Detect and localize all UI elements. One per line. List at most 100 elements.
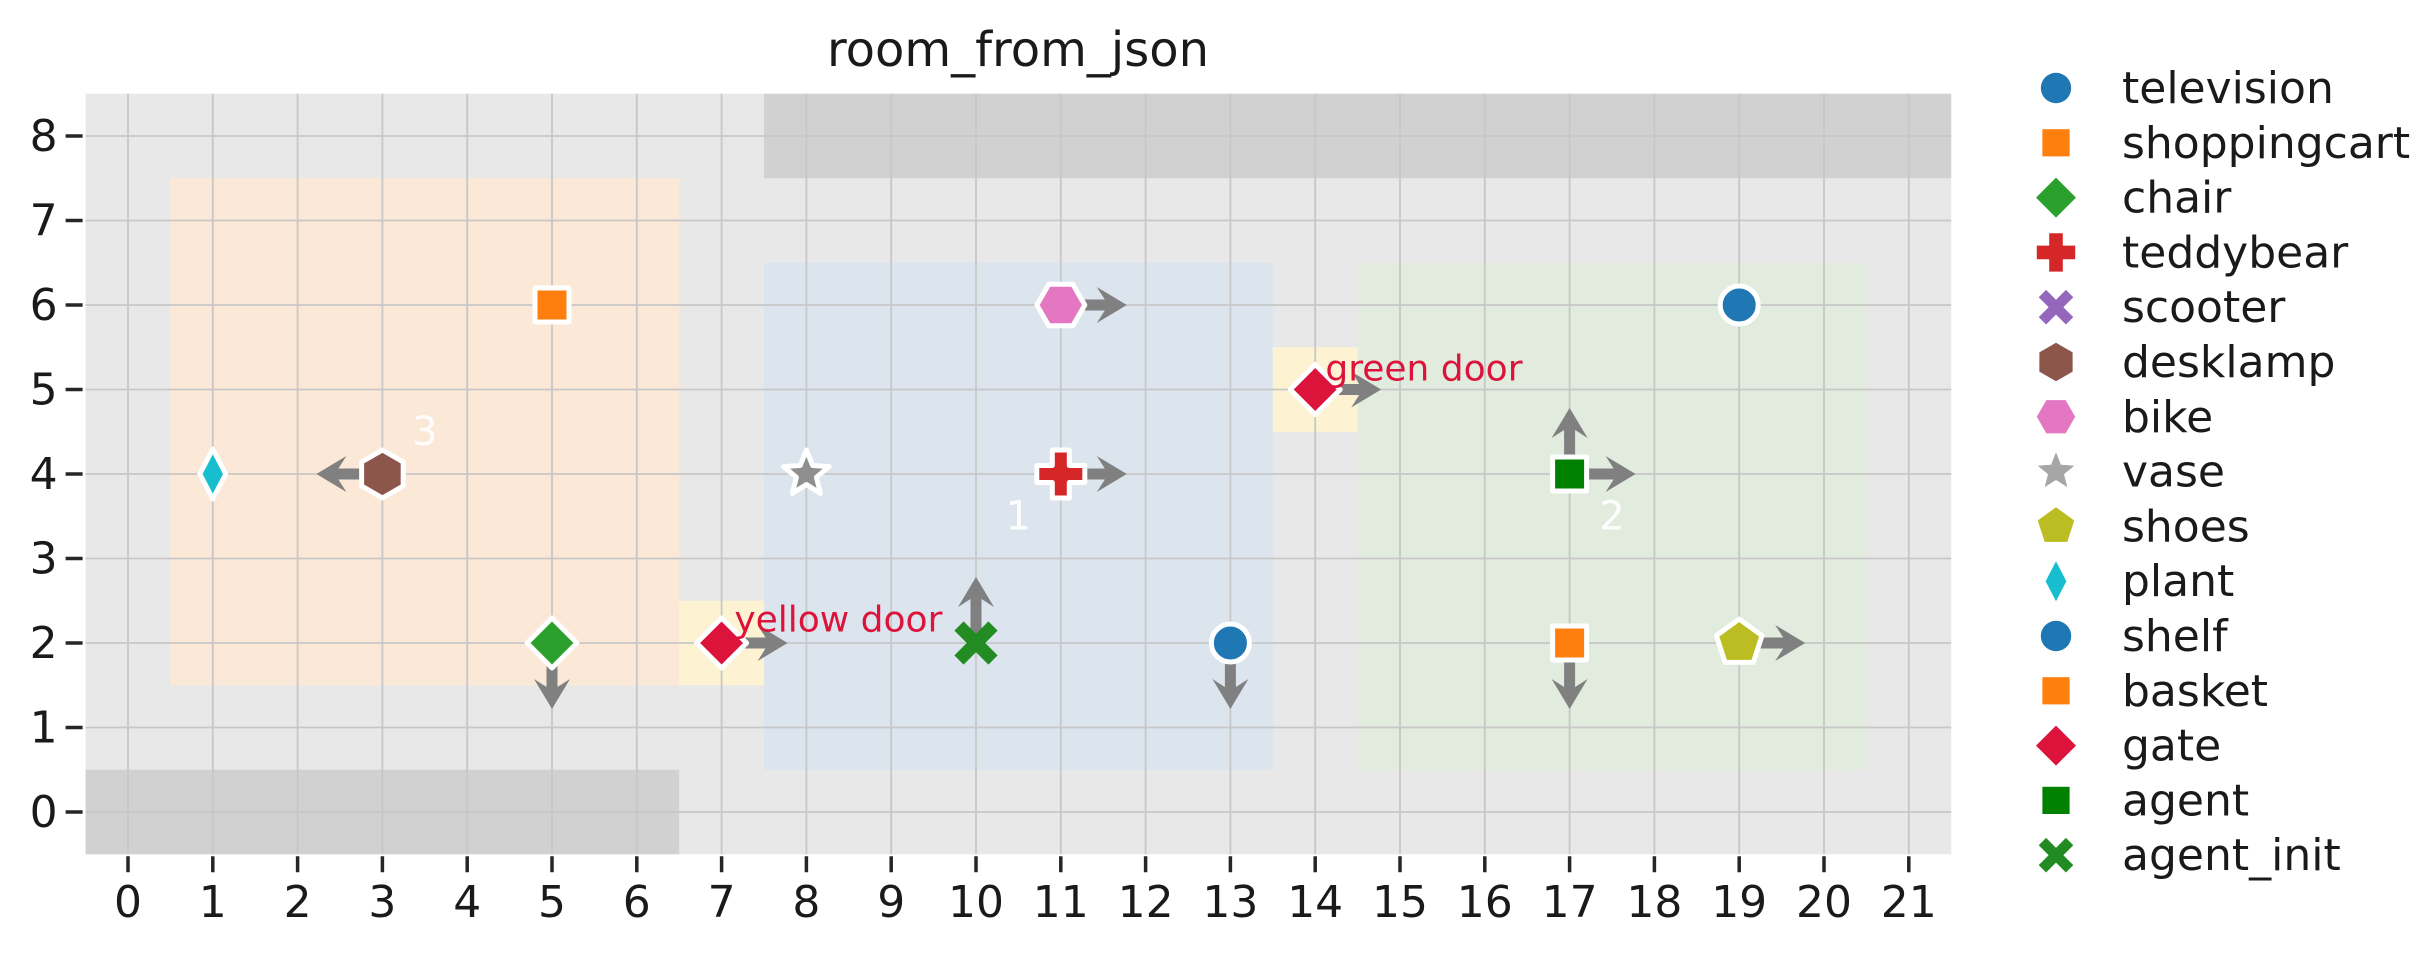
y-tick-label-4: 4: [30, 449, 58, 500]
arrow-left-desklamp: [316, 456, 383, 492]
room-region-2: [1357, 262, 1867, 770]
arrow-down-chair: [534, 643, 570, 709]
arrow-right-agent: [1569, 456, 1636, 492]
legend-item-shelf: shelf: [2040, 611, 2229, 662]
marker-shelf: [1208, 621, 1252, 665]
legend-marker-agent: [2042, 786, 2070, 814]
legend-marker-teddybear: [2036, 233, 2076, 272]
legend-marker-vase: [2037, 452, 2075, 488]
room-number-label-2: 2: [1599, 493, 1624, 539]
legend-item-shoes: shoes: [2037, 501, 2250, 552]
y-tick-label-8: 8: [30, 111, 58, 162]
marker-vase: [781, 447, 832, 496]
legend-marker-bike: [2036, 400, 2076, 434]
legend-item-vase: vase: [2037, 447, 2225, 498]
gridlines-layer: [85, 93, 1952, 855]
legend-label-agent_init: agent_init: [2122, 830, 2341, 881]
legend-label-chair: chair: [2122, 173, 2232, 224]
arrow-up-agent: [1551, 408, 1588, 474]
arrow-right-shoes: [1739, 625, 1806, 661]
marker-desklamp: [359, 447, 406, 501]
legend-marker-scooter: [2038, 289, 2074, 325]
chart-title: room_from_json: [827, 22, 1209, 78]
x-tick-label-7: 7: [708, 877, 736, 928]
legend-item-agent_init: agent_init: [2038, 830, 2341, 881]
legend-marker-shelf: [2040, 620, 2072, 652]
x-tick-label-2: 2: [284, 877, 312, 928]
text-labels-layer: 0 1 2 3 4 5 6 7 8 9 10 11 12 13 14 15 16 17 18 19 20 21012345…: [30, 111, 1937, 928]
object-markers-layer: [197, 281, 1765, 671]
legend-item-agent: agent: [2042, 775, 2249, 826]
x-tick-label-15: 15: [1372, 877, 1428, 928]
legend-label-basket: basket: [2122, 666, 2268, 717]
legend-label-bike: bike: [2122, 392, 2213, 443]
y-tick-label-0: 0: [30, 787, 58, 838]
legend-marker-shoppingcart: [2042, 129, 2070, 157]
marker-gate: [694, 615, 750, 671]
legend-label-plant: plant: [2122, 556, 2234, 607]
legend-label-agent: agent: [2122, 775, 2249, 826]
legend-item-desklamp: desklamp: [2039, 337, 2335, 388]
y-tick-label-6: 6: [30, 280, 58, 331]
legend-item-teddybear: teddybear: [2036, 227, 2349, 278]
legend-label-television: television: [2122, 63, 2334, 114]
x-tick-label-19: 19: [1711, 877, 1767, 928]
legend-label-scooter: scooter: [2122, 282, 2286, 333]
marker-plant: [197, 446, 229, 502]
arrow-right-teddybear: [1060, 456, 1127, 492]
x-tick-label-8: 8: [792, 877, 820, 928]
x-tick-label-10: 10: [948, 877, 1004, 928]
arrow-down-basket: [1551, 643, 1588, 709]
x-tick-label-4: 4: [453, 877, 481, 928]
marker-gate: [1287, 362, 1343, 417]
legend-item-gate: gate: [2036, 721, 2221, 772]
legend-label-desklamp: desklamp: [2122, 337, 2335, 388]
marker-basket: [1550, 623, 1590, 663]
legend-label-teddybear: teddybear: [2122, 227, 2349, 278]
orientation-arrows-layer: [316, 287, 1806, 709]
room-region-3: [170, 178, 680, 686]
arrow-down-shelf: [1212, 643, 1249, 709]
x-tick-label-9: 9: [877, 877, 905, 928]
legend-label-shelf: shelf: [2122, 611, 2229, 662]
x-tick-label-11: 11: [1033, 877, 1089, 928]
legend-item-chair: chair: [2036, 173, 2232, 224]
legend-item-plant: plant: [2045, 556, 2234, 607]
x-tick-label-14: 14: [1287, 877, 1343, 928]
marker-agent_init: [954, 621, 998, 665]
door-label-yellow-door: yellow door: [734, 599, 942, 640]
legend: televisionshoppingcartchairteddybearscoo…: [2036, 63, 2410, 881]
room-number-label-1: 1: [1006, 493, 1031, 539]
legend-item-bike: bike: [2036, 392, 2213, 443]
x-tick-label-5: 5: [538, 877, 566, 928]
y-tick-label-5: 5: [30, 365, 58, 416]
marker-chair: [524, 615, 580, 671]
y-tick-label-1: 1: [30, 703, 58, 754]
legend-label-vase: vase: [2122, 447, 2225, 498]
legend-marker-desklamp: [2039, 342, 2073, 382]
marker-shoppingcart: [532, 285, 572, 325]
legend-marker-shoes: [2037, 507, 2075, 542]
legend-marker-television: [2040, 72, 2072, 104]
marker-bike: [1034, 281, 1088, 329]
x-tick-label-17: 17: [1542, 877, 1598, 928]
legend-marker-gate: [2036, 725, 2076, 766]
legend-item-shoppingcart: shoppingcart: [2042, 118, 2410, 169]
arrow-right-gate: [1315, 371, 1382, 408]
x-tick-label-12: 12: [1118, 877, 1174, 928]
x-tick-label-0: 0: [114, 877, 142, 928]
legend-item-television: television: [2040, 63, 2334, 114]
x-tick-label-3: 3: [368, 877, 396, 928]
legend-item-scooter: scooter: [2038, 282, 2286, 333]
y-tick-label-3: 3: [30, 534, 58, 585]
legend-label-shoes: shoes: [2122, 501, 2250, 552]
legend-marker-plant: [2045, 561, 2067, 602]
arrow-right-bike: [1060, 287, 1127, 323]
x-tick-label-16: 16: [1457, 877, 1513, 928]
arrow-right-gate: [721, 625, 788, 661]
legend-marker-basket: [2042, 677, 2070, 705]
x-tick-label-1: 1: [199, 877, 227, 928]
marker-agent: [1550, 454, 1590, 494]
